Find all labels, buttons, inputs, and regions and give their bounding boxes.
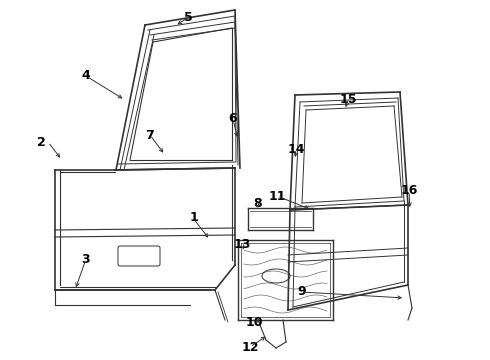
Text: 5: 5	[184, 11, 193, 24]
Text: 10: 10	[246, 316, 264, 329]
Text: 11: 11	[268, 190, 286, 203]
Text: 14: 14	[288, 143, 305, 156]
Text: 6: 6	[228, 112, 237, 125]
Text: 3: 3	[81, 253, 90, 266]
Text: 1: 1	[189, 211, 198, 224]
Text: 7: 7	[145, 129, 154, 141]
Text: 13: 13	[234, 238, 251, 251]
Text: 12: 12	[241, 341, 259, 354]
Text: 8: 8	[253, 197, 262, 210]
Text: 2: 2	[37, 136, 46, 149]
Text: 4: 4	[81, 69, 90, 82]
Text: 9: 9	[297, 285, 306, 298]
Text: 15: 15	[339, 93, 357, 105]
Text: 16: 16	[400, 184, 418, 197]
